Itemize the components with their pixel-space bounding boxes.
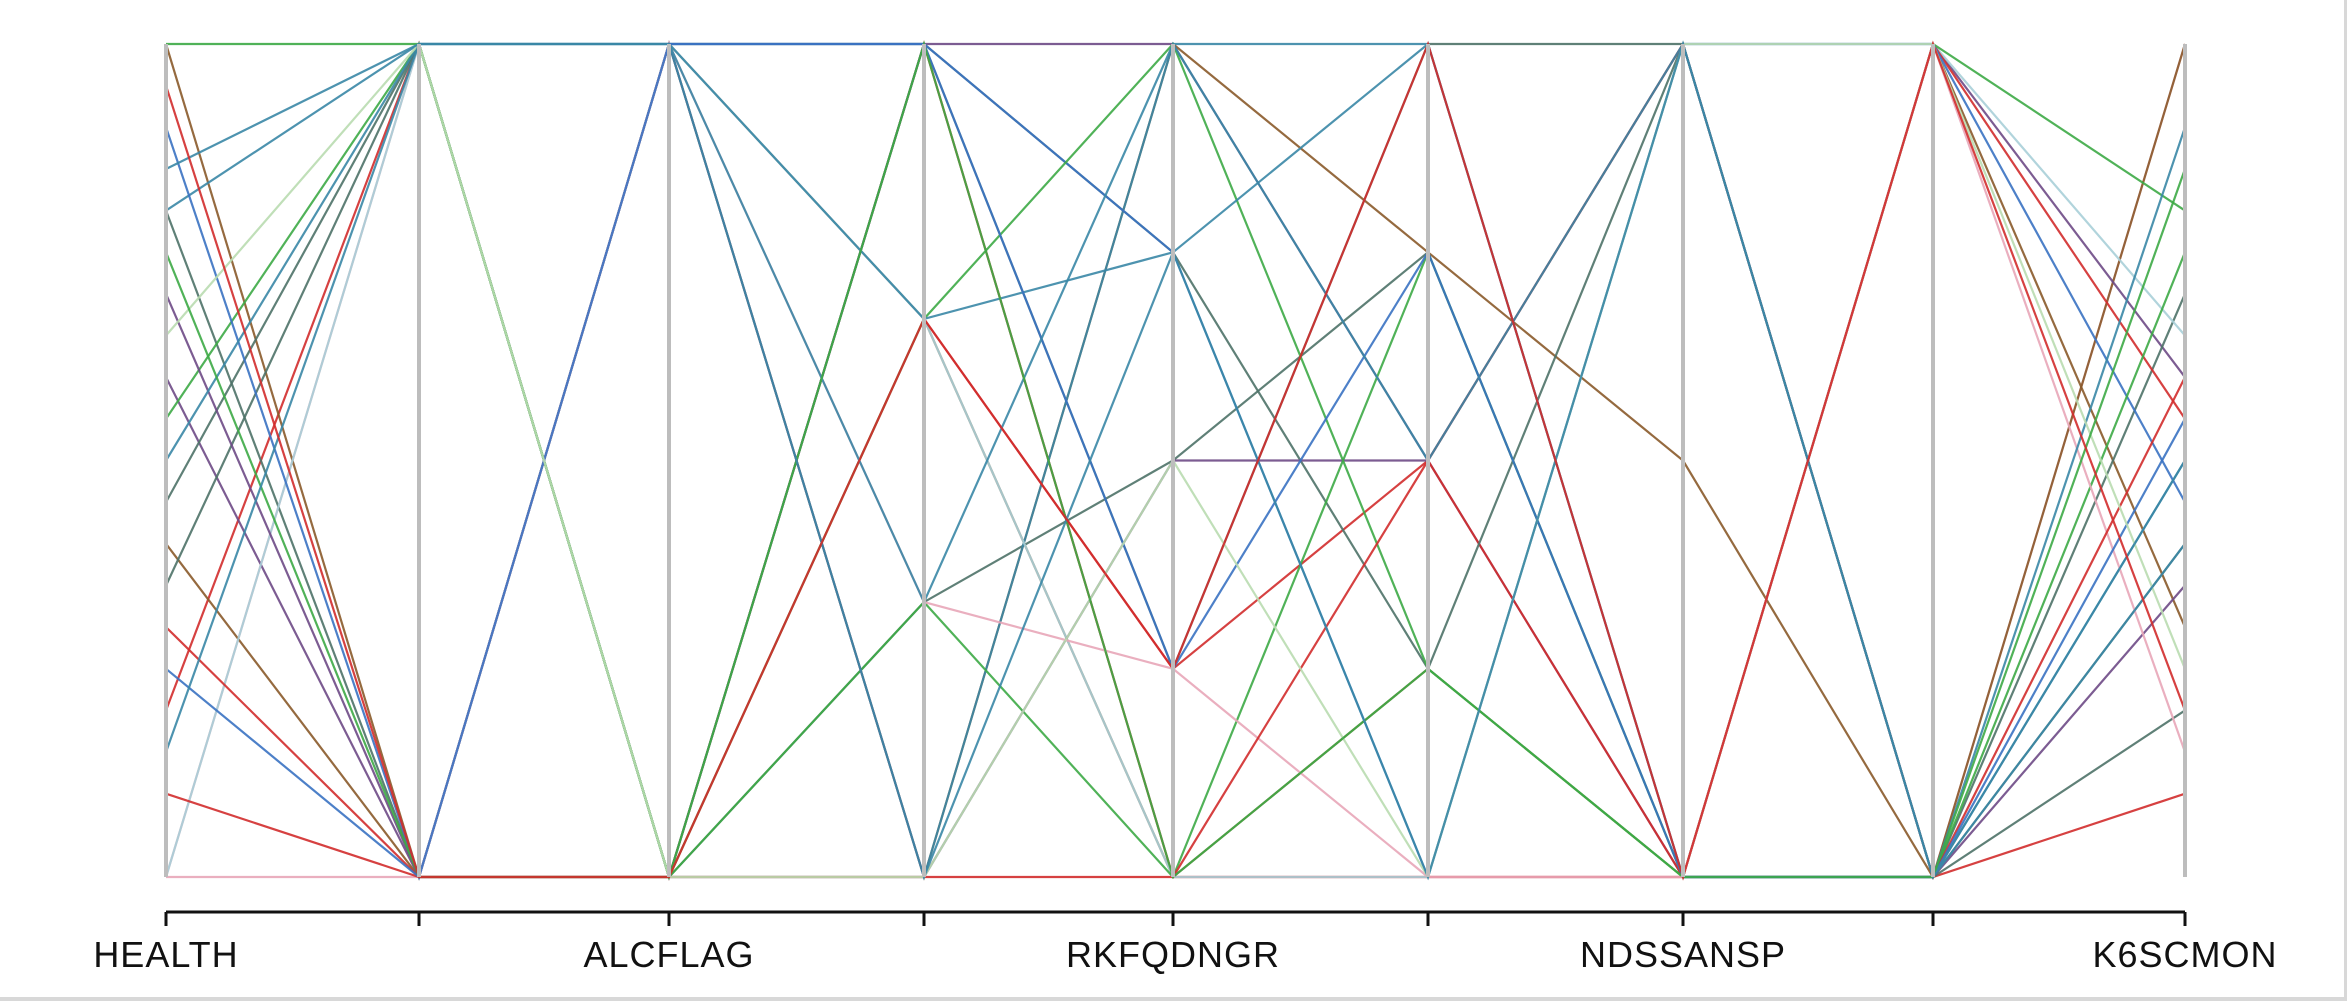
axis-label-alcflag: ALCFLAG <box>583 934 754 975</box>
polylines-layer <box>164 40 2187 881</box>
axes-layer <box>164 44 2187 877</box>
axis-label-rkfqdngr: RKFQDNGR <box>1066 934 1280 975</box>
bottom-tick-axis <box>164 910 2187 926</box>
axis-label-health: HEALTH <box>93 934 238 975</box>
axis-labels-layer: HEALTH ALCFLAG RKFQDNGR NDSSANSP K6SCMON <box>93 934 2277 975</box>
axis-label-k6scmon: K6SCMON <box>2092 934 2277 975</box>
axis-label-ndssansp: NDSSANSP <box>1580 934 1786 975</box>
series-line-13 <box>164 40 2186 881</box>
